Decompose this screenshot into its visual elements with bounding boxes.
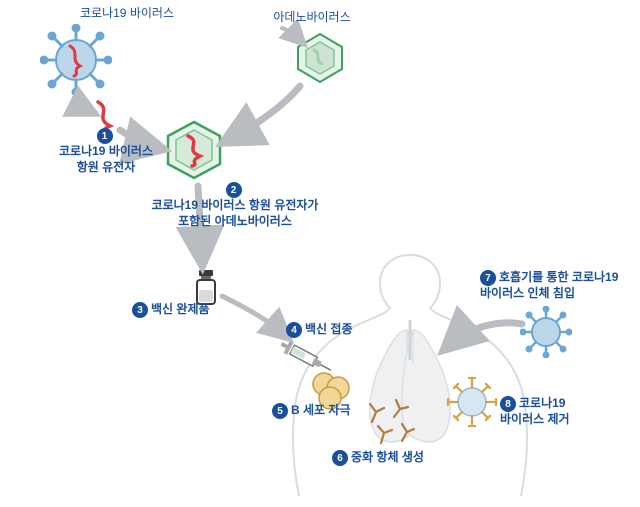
step-3: 3백신 완제품 xyxy=(132,302,262,318)
step-7-badge: 7 xyxy=(480,270,496,286)
step-5-text: B 세포 자극 xyxy=(291,403,351,417)
step-4-badge: 4 xyxy=(286,322,302,338)
header-adenovirus: 아데노바이러스 xyxy=(252,10,372,26)
step-6: 6중화 항체 생성 xyxy=(332,450,462,466)
step-7-text: 호흡기를 통한 코로나19 바이러스 인체 침입 xyxy=(480,270,618,300)
step-4: 4백신 접종 xyxy=(286,322,386,338)
step-8-badge: 8 xyxy=(500,396,516,412)
step-2: 2 코로나19 바이러스 항원 유전자가 포함된 아데노바이러스 xyxy=(120,182,350,229)
step-3-text: 백신 완제품 xyxy=(151,302,210,316)
step-5: 5B 세포 자극 xyxy=(272,403,382,419)
step-1-text: 코로나19 바이러스 항원 유전자 xyxy=(59,144,153,174)
header-covid-virus: 코로나19 바이러스 xyxy=(52,6,202,22)
step-2-text: 코로나19 바이러스 항원 유전자가 포함된 아데노바이러스 xyxy=(152,198,319,228)
step-5-badge: 5 xyxy=(272,403,288,419)
step-1-badge: 1 xyxy=(97,128,113,144)
step-1: 1 코로나19 바이러스 항원 유전자 xyxy=(36,128,176,175)
diagram-canvas: 코로나19 바이러스 아데노바이러스 1 코로나19 바이러스 항원 유전자 2… xyxy=(0,0,640,507)
step-4-text: 백신 접종 xyxy=(305,322,353,336)
step-7: 7호흡기를 통한 코로나19 바이러스 인체 침입 xyxy=(480,270,640,302)
step-2-badge: 2 xyxy=(226,182,242,198)
step-6-text: 중화 항체 생성 xyxy=(351,450,424,464)
arrows-layer xyxy=(0,0,640,507)
step-6-badge: 6 xyxy=(332,450,348,466)
step-8: 8코로나19 바이러스 제거 xyxy=(500,396,620,428)
step-3-badge: 3 xyxy=(132,302,148,318)
